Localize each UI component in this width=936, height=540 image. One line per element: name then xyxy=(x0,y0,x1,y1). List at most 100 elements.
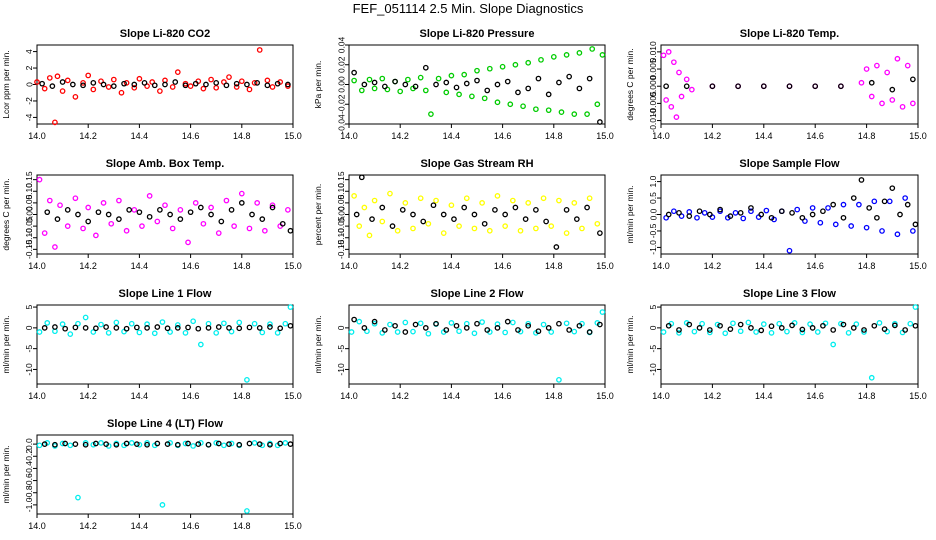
data-point-black xyxy=(172,79,179,85)
data-point-blue xyxy=(856,201,862,208)
data-point-black xyxy=(463,325,470,331)
data-point-black xyxy=(103,324,109,330)
data-point-black xyxy=(474,320,480,327)
data-point-black xyxy=(402,329,409,335)
y-tick-label: -0.005 xyxy=(648,91,658,115)
plot-frame xyxy=(36,434,294,515)
data-point-black xyxy=(285,81,291,88)
chart-title: Slope Line 2 Flow xyxy=(431,288,524,300)
data-point-black xyxy=(52,324,58,330)
data-point-red xyxy=(246,86,253,93)
x-tick-label: 14.4 xyxy=(131,131,149,141)
data-point-yellow xyxy=(479,200,485,206)
data-point-yellow xyxy=(379,218,386,225)
data-point-blue xyxy=(694,214,700,221)
data-point-black xyxy=(410,211,416,218)
data-point-black xyxy=(113,441,120,448)
x-tick-label: 14.6 xyxy=(806,391,824,401)
y-tick-label: 0 xyxy=(24,82,34,87)
data-point-magenta xyxy=(894,55,901,62)
page-title: FEF_051114 2.5 Min. Slope Diagnostics xyxy=(352,1,584,16)
y-axis-label: Lcor ppm per min. xyxy=(1,50,11,119)
x-tick-label: 14.8 xyxy=(545,131,563,141)
data-point-black xyxy=(226,441,232,447)
data-point-cyan xyxy=(282,320,289,327)
data-point-black xyxy=(902,327,909,333)
data-point-yellow xyxy=(548,223,555,229)
y-tick-label: -5 xyxy=(336,345,346,353)
data-point-blue xyxy=(886,198,893,205)
chart-title: Slope Li-820 CO2 xyxy=(120,28,210,40)
x-tick-label: 14.6 xyxy=(182,261,200,271)
data-point-black xyxy=(912,322,919,329)
x-tick-label: 15.0 xyxy=(596,131,614,141)
chart-title: Slope Sample Flow xyxy=(739,158,840,170)
data-point-black xyxy=(141,80,148,86)
data-point-cyan xyxy=(287,304,294,310)
data-point-yellow xyxy=(509,197,516,204)
data-point-black xyxy=(484,327,491,333)
data-point-cyan xyxy=(838,320,844,327)
data-point-magenta xyxy=(200,220,207,227)
data-point-yellow xyxy=(394,227,401,234)
data-point-black xyxy=(218,218,225,225)
data-point-black xyxy=(62,440,69,447)
data-point-yellow xyxy=(471,225,478,232)
data-point-cyan xyxy=(244,376,250,383)
chart-panel-4: Slope Amb. Box Temp. 14.0 14.2 14.4 14.6 14.8… xyxy=(1,158,302,271)
data-point-cyan xyxy=(167,329,173,335)
data-point-green xyxy=(379,75,386,82)
y-tick-label: 0.0 xyxy=(24,438,34,450)
data-point-black xyxy=(154,440,161,447)
data-point-black xyxy=(353,211,360,218)
x-tick-label: 14.2 xyxy=(79,261,97,271)
data-point-magenta xyxy=(57,202,63,209)
data-point-magenta xyxy=(884,69,891,76)
chart-panel-10: Slope Line 4 (LT) Flow 14.0 14.2 14.4 14.6 14… xyxy=(1,418,302,531)
data-point-black xyxy=(412,83,419,90)
data-point-cyan xyxy=(907,320,914,327)
x-tick-label: 14.0 xyxy=(28,521,46,531)
data-point-cyan xyxy=(67,331,74,337)
data-point-cyan xyxy=(876,320,883,326)
data-point-yellow xyxy=(579,225,585,232)
x-tick-label: 14.2 xyxy=(79,521,97,531)
x-tick-label: 15.0 xyxy=(909,131,927,141)
chart-title: Slope Line 4 (LT) Flow xyxy=(107,418,223,430)
data-point-black xyxy=(269,204,276,211)
data-point-cyan xyxy=(556,376,562,383)
data-point-black xyxy=(361,81,368,88)
x-tick-label: 14.8 xyxy=(858,131,876,141)
data-point-black xyxy=(277,440,284,447)
data-point-red xyxy=(136,75,143,82)
y-tick-label: -0.05 xyxy=(336,216,346,236)
data-point-cyan xyxy=(760,321,767,327)
data-point-black xyxy=(686,321,693,328)
y-tick-label: -0.2 xyxy=(24,449,34,464)
data-point-cyan xyxy=(228,328,235,335)
data-point-cyan xyxy=(36,329,43,335)
data-point-black xyxy=(543,218,549,225)
data-point-cyan xyxy=(236,319,243,326)
data-point-cyan xyxy=(151,330,158,337)
y-axis-label: percent per min. xyxy=(313,184,323,245)
data-point-black xyxy=(59,79,66,85)
chart-panel-1: Slope Li-820 CO2 14.0 14.2 14.4 14.6 14.8 15.0… xyxy=(1,28,302,141)
data-point-black xyxy=(471,211,478,218)
data-point-blue xyxy=(863,224,870,231)
data-point-black xyxy=(868,79,875,86)
chart-panel-9: Slope Line 3 Flow 14.0 14.2 14.4 14.6 14.8 15.… xyxy=(625,288,927,401)
chart-panel-7: Slope Line 1 Flow 14.0 14.2 14.4 14.6 14.8 15.… xyxy=(1,288,302,401)
data-point-black xyxy=(545,325,552,331)
data-point-black xyxy=(116,216,122,222)
data-point-black xyxy=(735,83,741,90)
data-point-red xyxy=(46,75,53,81)
data-point-cyan xyxy=(571,328,578,335)
data-point-black xyxy=(361,325,368,331)
data-point-black xyxy=(351,69,357,76)
data-point-cyan xyxy=(221,442,227,449)
data-point-red xyxy=(52,119,58,126)
data-point-black xyxy=(162,81,168,88)
data-point-cyan xyxy=(159,502,166,508)
data-point-black xyxy=(215,324,222,330)
